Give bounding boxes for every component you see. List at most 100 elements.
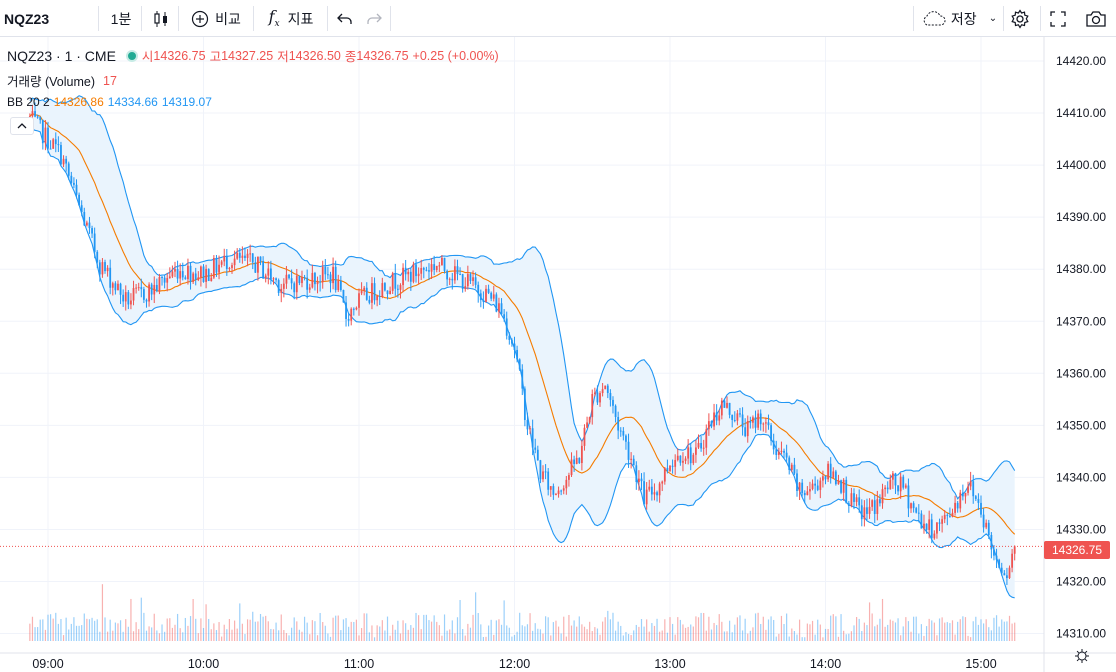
candle-body	[148, 284, 150, 302]
volume-bar	[202, 628, 205, 641]
candle-body	[606, 385, 609, 393]
candle-body	[575, 457, 578, 464]
candle-body	[956, 502, 959, 509]
candle-body	[142, 289, 145, 300]
settings-button[interactable]	[1006, 0, 1034, 37]
candle-body	[863, 507, 866, 520]
price-axis-label: 14410.00	[1056, 106, 1106, 120]
candle-body	[889, 479, 892, 490]
candle-body	[306, 277, 309, 290]
volume-bar	[166, 618, 168, 641]
candle-body	[855, 497, 858, 502]
volume-bar	[900, 635, 902, 641]
candle-body	[422, 268, 425, 270]
volume-bar	[407, 629, 409, 641]
toolbar-divider	[1040, 6, 1041, 31]
volume-bar	[298, 629, 300, 641]
candle-body	[868, 506, 871, 514]
volume-bar	[545, 616, 547, 641]
volume-bar	[765, 629, 767, 641]
redo-button[interactable]	[362, 0, 386, 37]
function-icon: fx	[268, 7, 280, 30]
volume-bar	[941, 617, 943, 641]
candle-body	[407, 271, 410, 275]
volume-bar	[462, 629, 464, 641]
volume-bar	[174, 624, 176, 641]
candle-body	[609, 392, 612, 400]
price-axis-label: 14310.00	[1056, 627, 1106, 641]
candle-body	[666, 467, 669, 472]
candle-body	[163, 277, 166, 283]
chart-type-button[interactable]	[146, 0, 176, 37]
volume-bar	[161, 624, 163, 641]
volume-bar	[368, 632, 370, 641]
volume-bar	[853, 625, 855, 641]
candle-body	[1008, 567, 1011, 579]
volume-bar	[664, 619, 666, 641]
candle-body	[824, 476, 827, 480]
volume-bar	[594, 627, 596, 641]
volume-bar	[441, 635, 443, 641]
candle-body	[544, 471, 547, 473]
compare-button[interactable]: 비교	[184, 0, 248, 37]
candle-body	[210, 277, 213, 282]
candle-body	[707, 421, 710, 430]
volume-bar	[454, 633, 456, 641]
candle-body	[513, 343, 516, 350]
candle-body	[337, 280, 340, 291]
candle-body	[254, 262, 257, 273]
candle-body	[754, 417, 757, 428]
volume-bar	[88, 619, 91, 641]
volume-bar	[827, 628, 829, 641]
candle-body	[614, 405, 617, 417]
volume-bar	[612, 612, 614, 641]
candle-body	[378, 295, 381, 297]
save-button[interactable]: 저장 ⌄	[916, 0, 1002, 37]
volume-bar	[866, 625, 868, 641]
interval-button[interactable]: 1분	[104, 0, 138, 37]
volume-bar	[477, 613, 479, 641]
price-axis-label: 14320.00	[1056, 575, 1106, 589]
legend-volume[interactable]: 거래량 (Volume) 17	[7, 71, 121, 90]
volume-bar	[526, 624, 529, 641]
candle-body	[837, 480, 840, 485]
candle-body	[212, 258, 215, 278]
candle-body	[246, 253, 249, 258]
undo-button[interactable]	[333, 0, 357, 37]
candle-body	[923, 523, 925, 529]
fullscreen-button[interactable]	[1044, 0, 1072, 37]
chevron-down-icon: ⌄	[988, 13, 998, 24]
candle-body	[282, 283, 285, 289]
candle-body	[106, 267, 109, 272]
snapshot-button[interactable]	[1082, 0, 1110, 37]
candle-body	[871, 500, 874, 507]
candle-body	[192, 273, 195, 282]
candle-body	[555, 494, 557, 496]
time-axis-label: 15:00	[965, 657, 996, 671]
symbol-search-button[interactable]: NQZ23	[4, 0, 56, 37]
candle-body	[477, 284, 480, 294]
volume-bar	[340, 630, 342, 641]
indicators-button[interactable]: fx 지표	[258, 0, 324, 37]
candle-body	[446, 270, 449, 280]
candle-body	[155, 284, 158, 292]
candle-body	[399, 285, 402, 290]
legend-bb[interactable]: BB 20 2 14326.86 14334.66 14319.07	[7, 95, 216, 109]
candle-body	[490, 292, 493, 299]
candle-body	[881, 489, 884, 504]
volume-bar	[938, 618, 941, 641]
volume-bar	[959, 619, 961, 641]
volume-bar	[568, 614, 570, 641]
legend-collapse-button[interactable]	[10, 117, 34, 135]
volume-bar	[648, 631, 650, 641]
price-chart[interactable]: 14310.00 14320.00 14330.00 14340.00 14350.00…	[0, 37, 1116, 672]
candle-body	[622, 430, 625, 436]
volume-bar	[822, 637, 824, 641]
candle-body	[49, 148, 52, 150]
volume-bar	[130, 598, 132, 641]
volume-bar	[443, 614, 446, 641]
volume-bar	[430, 621, 433, 641]
candle-body	[531, 428, 534, 448]
candle-body	[1003, 573, 1006, 576]
volume-bar	[931, 620, 933, 641]
